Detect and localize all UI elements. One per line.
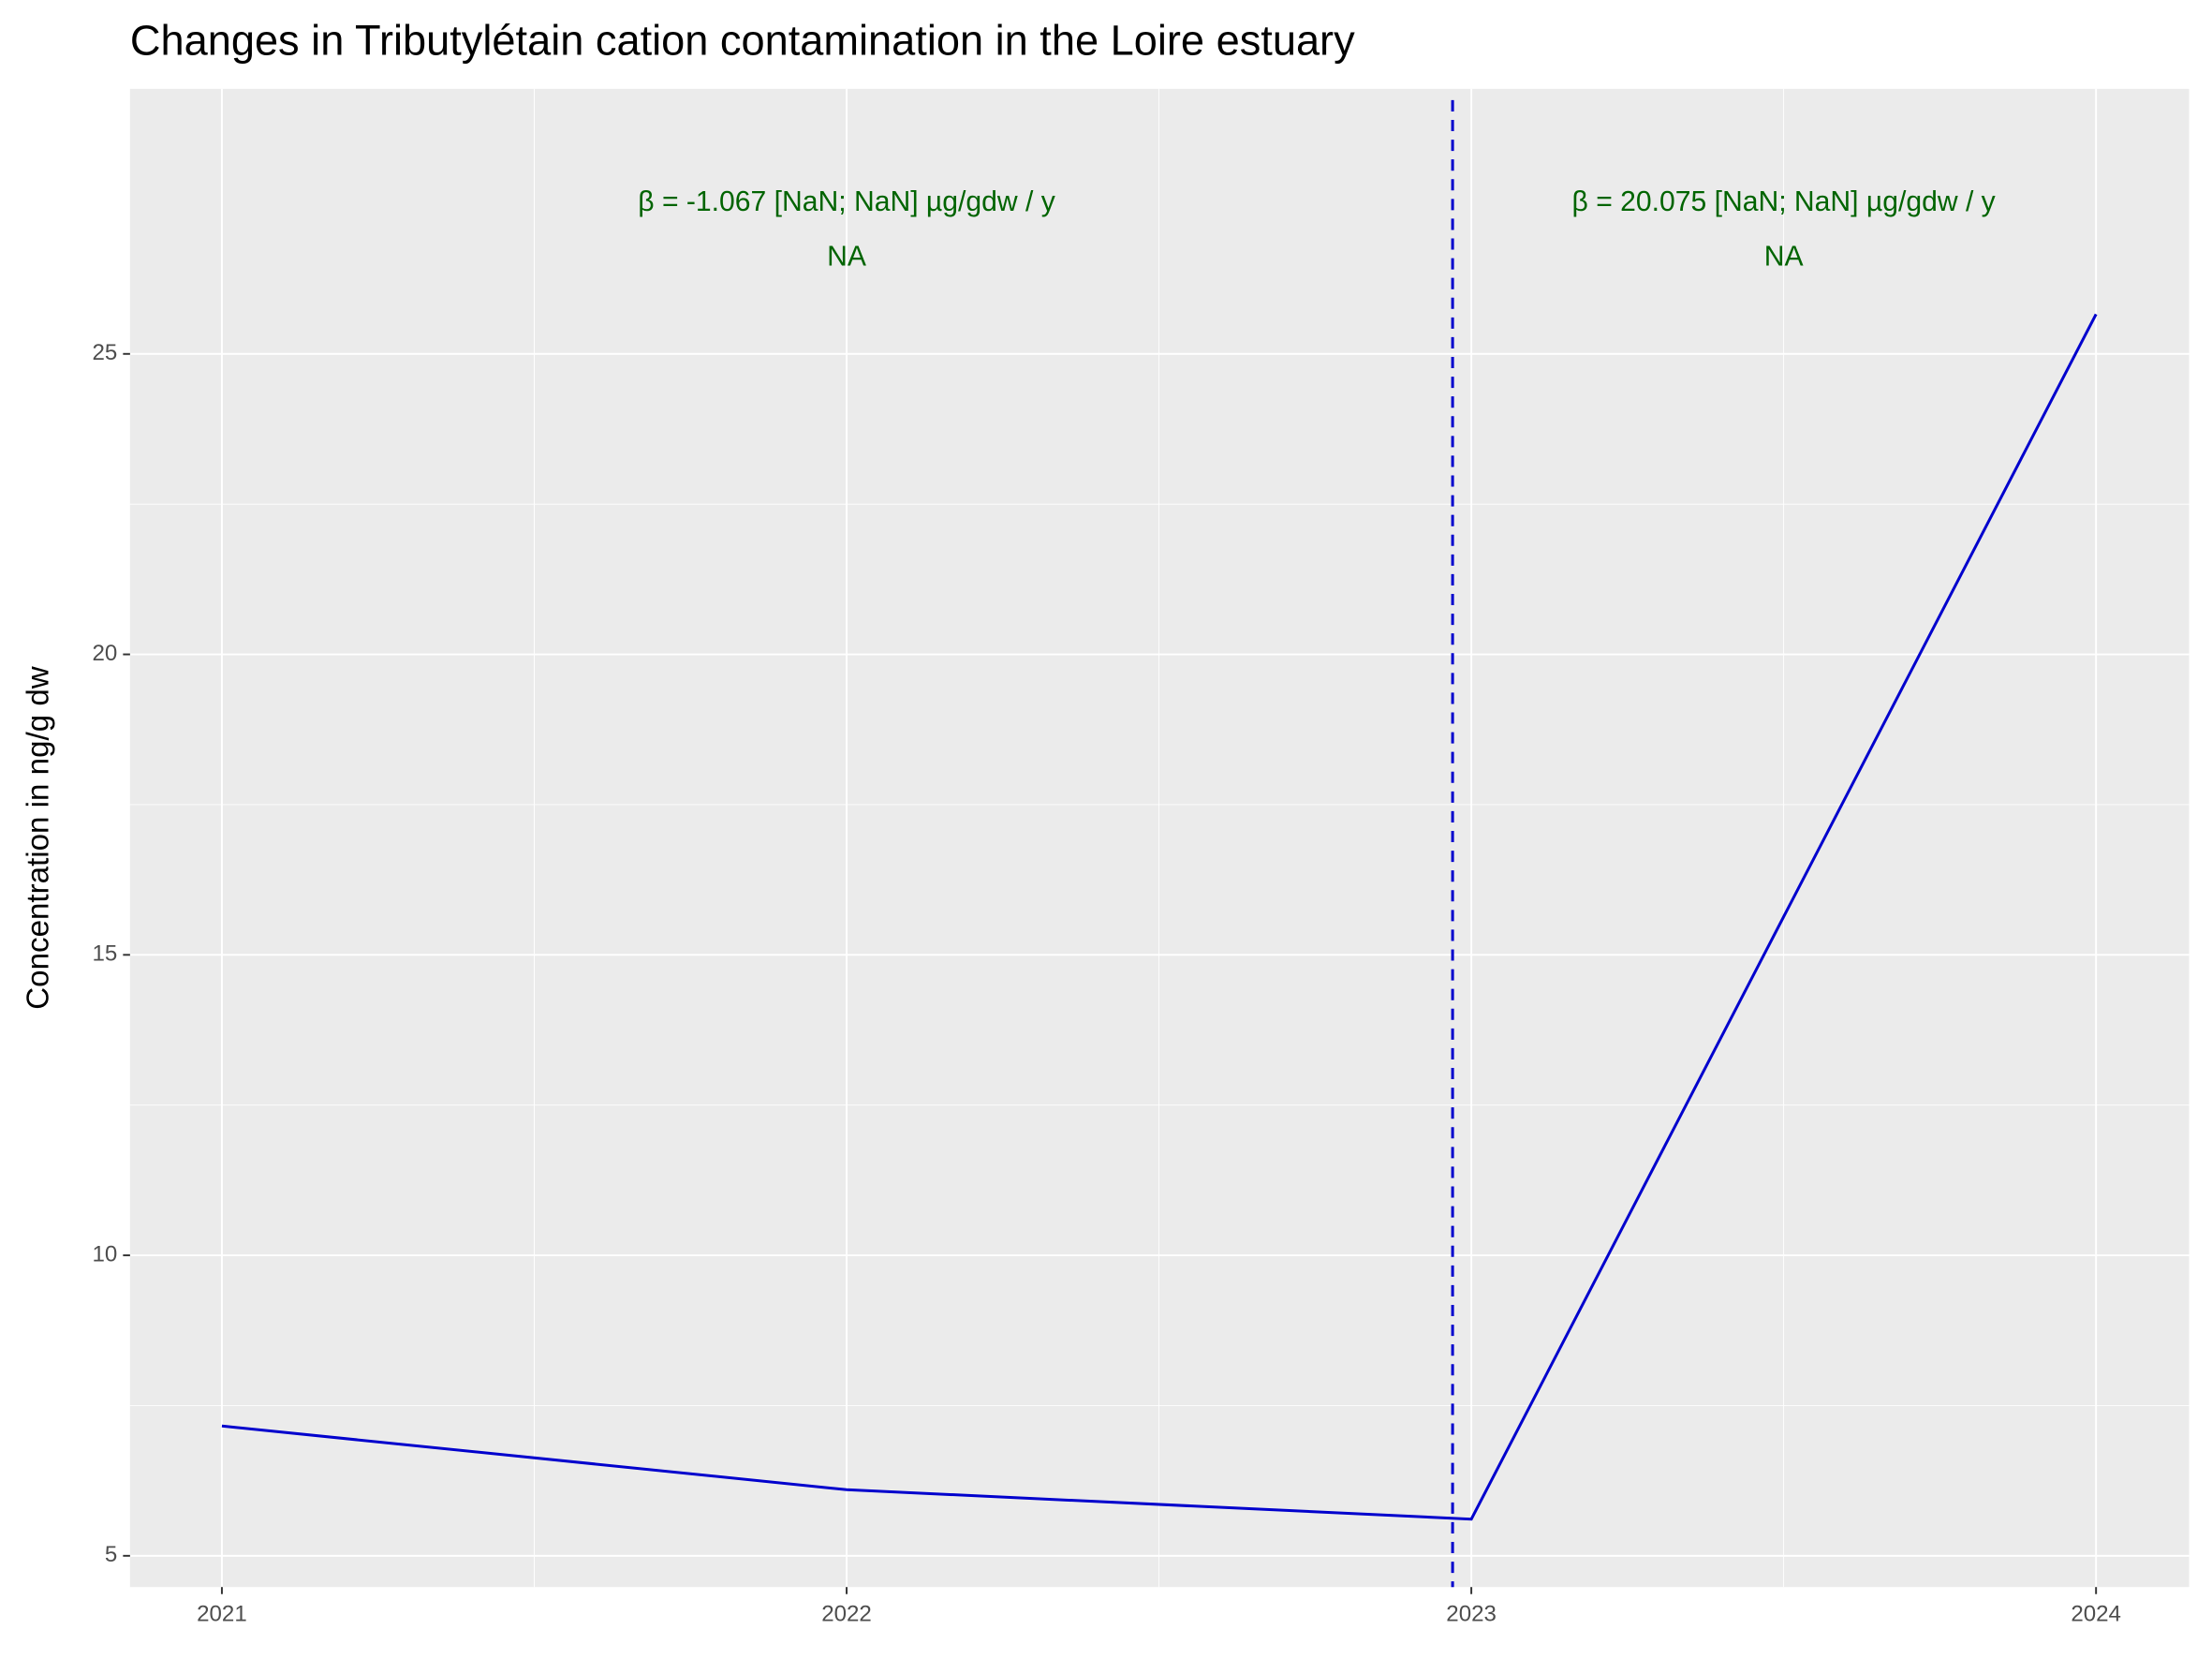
y-tick-label: 20: [93, 641, 118, 666]
annotation-subtext: NA: [1764, 242, 1805, 273]
x-tick-label: 2021: [197, 1602, 247, 1627]
y-tick-label: 15: [93, 941, 118, 967]
x-tick-label: 2024: [2071, 1602, 2121, 1627]
annotation: β = -1.067 [NaN; NaN] µg/gdw / y: [638, 186, 1055, 217]
y-tick-label: 10: [93, 1241, 118, 1266]
x-tick-label: 2022: [821, 1602, 872, 1627]
y-tick-label: 5: [105, 1542, 117, 1567]
chart-title: Changes in Tributylétain cation contamin…: [130, 17, 1355, 65]
plot-panel: [129, 88, 2190, 1588]
annotation: β = 20.075 [NaN; NaN] µg/gdw / y: [1572, 186, 1996, 217]
annotation-subtext: NA: [827, 242, 867, 273]
line-series: [221, 313, 2098, 1521]
x-tick-label: 2023: [1446, 1602, 1497, 1627]
y-tick-label: 25: [93, 340, 118, 365]
y-axis-label: Concentration in ng/g dw: [21, 666, 55, 1010]
